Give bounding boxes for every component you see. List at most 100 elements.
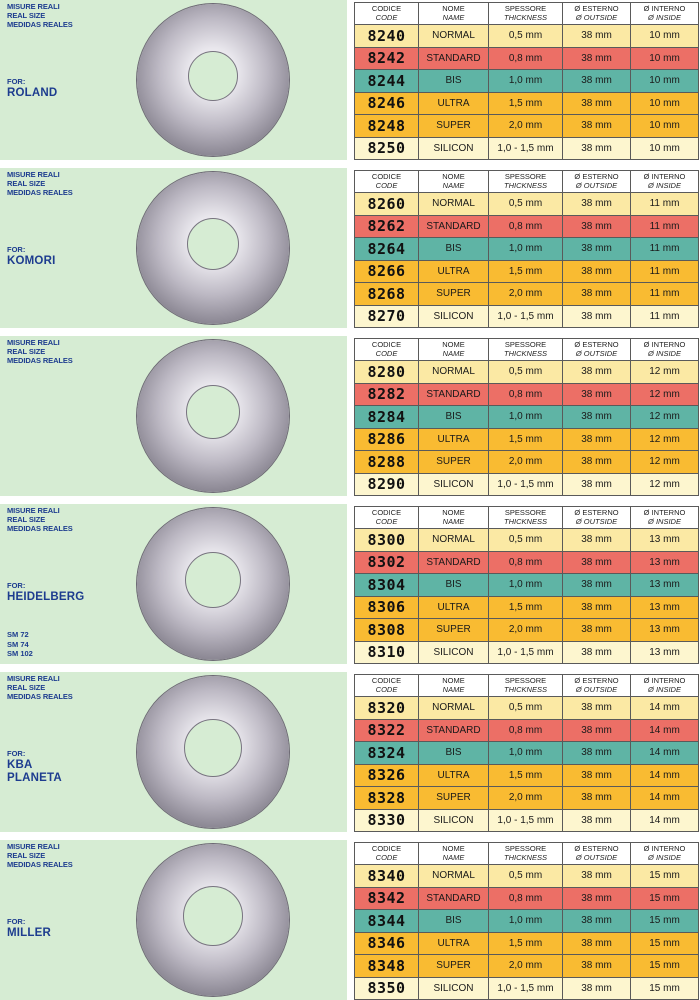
table-row: 8244 BIS 1,0 mm 38 mm 10 mm	[354, 69, 699, 93]
header-italian: Ø INTERNO	[643, 508, 686, 517]
header-english: THICKNESS	[504, 180, 547, 190]
disc-hole	[183, 886, 243, 946]
thickness-cell: 2,0 mm	[488, 786, 563, 810]
inside-cell: 12 mm	[630, 427, 699, 451]
product-section: MISURE REALI REAL SIZE MEDIDAS REALES FOR: K…	[0, 168, 700, 328]
table-row: 8264 BIS 1,0 mm 38 mm 11 mm	[354, 237, 699, 261]
inside-cell: 14 mm	[630, 696, 699, 720]
name-cell: STANDARD	[418, 718, 489, 742]
name-cell: SUPER	[418, 786, 489, 810]
table-row: 8280 NORMAL 0,5 mm 38 mm 12 mm	[354, 360, 699, 384]
header-english: Ø INSIDE	[648, 684, 681, 694]
outside-header: Ø ESTERNO Ø OUTSIDE	[562, 338, 631, 361]
real-size-line: MEDIDAS REALES	[7, 860, 73, 869]
code-cell: 8330	[354, 808, 419, 832]
inside-cell: 14 mm	[630, 786, 699, 810]
spec-table: CODICE CODE NOME NAME SPESSORE THICKNESS Ø EST…	[354, 338, 699, 496]
blanket-disc-image	[137, 508, 289, 660]
real-size-line: MEDIDAS REALES	[7, 356, 73, 365]
code-cell: 8244	[354, 69, 419, 93]
header-english: Ø INSIDE	[648, 852, 681, 862]
size-panel: MISURE REALI REAL SIZE MEDIDAS REALES FOR: H…	[0, 504, 347, 664]
header-english: THICKNESS	[504, 12, 547, 22]
header-italian: Ø ESTERNO	[574, 508, 619, 517]
thickness-cell: 0,5 mm	[488, 528, 563, 552]
outside-cell: 38 mm	[562, 214, 631, 238]
thickness-cell: 0,5 mm	[488, 696, 563, 720]
thickness-cell: 1,5 mm	[488, 931, 563, 955]
name-cell: NORMAL	[418, 24, 489, 48]
outside-cell: 38 mm	[562, 382, 631, 406]
inside-cell: 13 mm	[630, 618, 699, 642]
code-cell: 8290	[354, 472, 419, 496]
outside-cell: 38 mm	[562, 886, 631, 910]
code-header: CODICE CODE	[354, 2, 419, 25]
header-english: Ø INSIDE	[648, 12, 681, 22]
code-cell: 8242	[354, 46, 419, 70]
real-size-line: MEDIDAS REALES	[7, 692, 73, 701]
inside-cell: 11 mm	[630, 259, 699, 283]
blanket-disc-image	[137, 4, 289, 156]
table-row: 8266 ULTRA 1,5 mm 38 mm 11 mm	[354, 259, 699, 283]
model-item: SM 102	[7, 649, 33, 658]
spec-table: CODICE CODE NOME NAME SPESSORE THICKNESS Ø EST…	[354, 674, 699, 832]
outside-cell: 38 mm	[562, 472, 631, 496]
name-cell: ULTRA	[418, 931, 489, 955]
code-cell: 8328	[354, 786, 419, 810]
code-cell: 8342	[354, 886, 419, 910]
outside-cell: 38 mm	[562, 450, 631, 474]
real-size-line: REAL SIZE	[7, 515, 46, 524]
header-english: CODE	[375, 12, 398, 22]
header-english: CODE	[375, 180, 398, 190]
outside-cell: 38 mm	[562, 763, 631, 787]
outside-header: Ø ESTERNO Ø OUTSIDE	[562, 842, 631, 865]
header-italian: CODICE	[371, 172, 402, 181]
header-italian: NOME	[442, 508, 465, 517]
name-cell: ULTRA	[418, 427, 489, 451]
name-cell: NORMAL	[418, 528, 489, 552]
thickness-cell: 1,0 - 1,5 mm	[488, 472, 563, 496]
spec-table: CODICE CODE NOME NAME SPESSORE THICKNESS Ø EST…	[354, 842, 699, 1000]
header-italian: NOME	[442, 4, 465, 13]
inside-cell: 15 mm	[630, 864, 699, 888]
inside-cell: 10 mm	[630, 69, 699, 93]
inside-header: Ø INTERNO Ø INSIDE	[630, 674, 699, 697]
table-row: 8350 SILICON 1,0 - 1,5 mm 38 mm 15 mm	[354, 976, 699, 1000]
spec-table: CODICE CODE NOME NAME SPESSORE THICKNESS Ø EST…	[354, 2, 699, 160]
thickness-cell: 1,0 - 1,5 mm	[488, 640, 563, 664]
table-row: 8304 BIS 1,0 mm 38 mm 13 mm	[354, 573, 699, 597]
table-row: 8326 ULTRA 1,5 mm 38 mm 14 mm	[354, 763, 699, 787]
code-cell: 8300	[354, 528, 419, 552]
inside-cell: 11 mm	[630, 214, 699, 238]
thickness-cell: 1,0 mm	[488, 405, 563, 429]
size-panel: MISURE REALI REAL SIZE MEDIDAS REALES FOR: K…	[0, 168, 347, 328]
inside-cell: 12 mm	[630, 382, 699, 406]
thickness-cell: 0,8 mm	[488, 886, 563, 910]
table-row: 8328 SUPER 2,0 mm 38 mm 14 mm	[354, 786, 699, 810]
outside-cell: 38 mm	[562, 24, 631, 48]
code-cell: 8350	[354, 976, 419, 1000]
header-italian: CODICE	[371, 340, 402, 349]
table-row: 8306 ULTRA 1,5 mm 38 mm 13 mm	[354, 595, 699, 619]
inside-cell: 15 mm	[630, 976, 699, 1000]
inside-cell: 15 mm	[630, 886, 699, 910]
name-cell: ULTRA	[418, 763, 489, 787]
code-cell: 8340	[354, 864, 419, 888]
name-cell: BIS	[418, 237, 489, 261]
real-size-line: MISURE REALI	[7, 506, 60, 515]
inside-cell: 14 mm	[630, 763, 699, 787]
code-cell: 8310	[354, 640, 419, 664]
brand-name: HEIDELBERG	[7, 591, 85, 603]
header-english: THICKNESS	[504, 852, 547, 862]
for-label: FOR:	[7, 749, 26, 758]
thickness-cell: 1,0 - 1,5 mm	[488, 304, 563, 328]
outside-header: Ø ESTERNO Ø OUTSIDE	[562, 170, 631, 193]
thickness-cell: 2,0 mm	[488, 618, 563, 642]
outside-cell: 38 mm	[562, 696, 631, 720]
code-cell: 8264	[354, 237, 419, 261]
header-italian: Ø ESTERNO	[574, 4, 619, 13]
header-english: NAME	[442, 180, 465, 190]
outside-cell: 38 mm	[562, 618, 631, 642]
header-italian: Ø ESTERNO	[574, 340, 619, 349]
header-italian: Ø ESTERNO	[574, 172, 619, 181]
